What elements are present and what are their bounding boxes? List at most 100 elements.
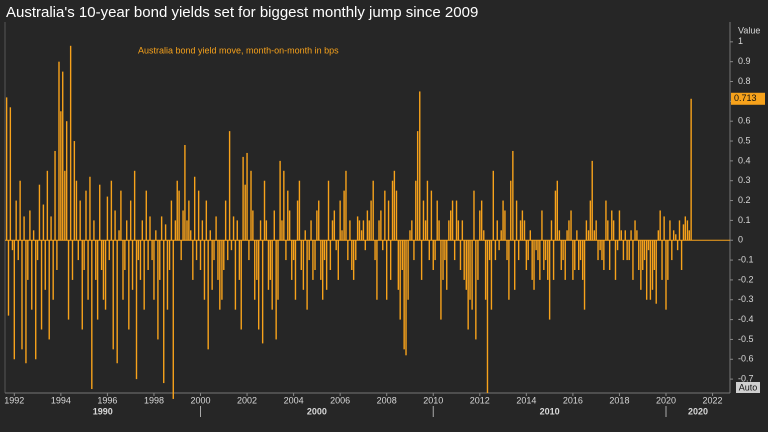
bar <box>192 240 194 280</box>
bar <box>29 210 31 241</box>
x-tick-label: 2010 <box>423 395 443 405</box>
bar <box>498 240 500 251</box>
bar <box>525 240 528 270</box>
bar <box>27 240 29 280</box>
bar <box>232 216 235 241</box>
bar <box>71 240 74 280</box>
bar <box>638 240 640 270</box>
bar <box>484 240 487 300</box>
bar <box>403 240 405 350</box>
bar <box>475 240 477 340</box>
bar <box>320 240 322 280</box>
bar <box>393 170 396 241</box>
bar <box>99 184 101 241</box>
bar <box>515 200 518 241</box>
bar <box>455 200 458 241</box>
bar <box>352 240 355 280</box>
bar <box>419 91 421 241</box>
bar <box>38 184 41 241</box>
bar <box>578 240 580 270</box>
bar <box>13 240 16 360</box>
bar <box>323 240 326 261</box>
x-tick-label: 2000 <box>190 395 210 405</box>
bar <box>401 240 403 270</box>
bar <box>347 240 349 261</box>
bar <box>9 107 12 241</box>
bar <box>5 97 8 241</box>
bar <box>168 240 171 270</box>
bar <box>252 210 254 241</box>
bar <box>257 240 260 330</box>
bar <box>67 240 70 320</box>
bar <box>424 220 427 241</box>
bar <box>164 224 167 241</box>
bar <box>362 220 365 241</box>
bar <box>368 220 370 241</box>
bar <box>422 200 425 241</box>
bar <box>537 240 539 261</box>
bar <box>40 240 43 330</box>
bar <box>564 240 566 280</box>
bar <box>213 240 215 261</box>
chart-title: Australia's 10-year bond yields set for … <box>6 4 478 21</box>
bar <box>688 230 690 241</box>
bar <box>543 240 545 270</box>
bar <box>277 240 279 300</box>
y-tick-label: 0.5 <box>738 135 751 145</box>
bar <box>506 240 508 261</box>
bar <box>197 190 200 241</box>
decade-label: 2010 <box>540 406 560 416</box>
bar <box>671 240 673 261</box>
bar <box>145 190 147 241</box>
bar <box>616 240 619 251</box>
auto-button-label[interactable]: Auto <box>739 382 758 392</box>
bar <box>560 240 562 270</box>
bar <box>544 240 547 261</box>
bar <box>529 230 532 241</box>
bar <box>457 220 460 241</box>
bar <box>176 180 178 241</box>
bar <box>46 170 49 241</box>
bar <box>44 240 46 290</box>
y-tick-label: 0.9 <box>738 56 751 66</box>
bar <box>273 210 275 241</box>
bar <box>645 240 648 300</box>
auto-button[interactable] <box>736 382 760 393</box>
bar <box>411 220 413 241</box>
bar <box>384 190 386 241</box>
y-tick-label: 0 <box>738 235 743 245</box>
y-tick-label: 0.6 <box>738 116 751 126</box>
bar <box>79 200 81 241</box>
bar <box>387 200 390 241</box>
bar <box>370 200 372 241</box>
bar <box>510 180 512 241</box>
y-tick-label: -0.5 <box>738 334 754 344</box>
bar <box>77 240 80 261</box>
x-tick-label: 2008 <box>377 395 397 405</box>
bar <box>587 230 590 241</box>
bar <box>85 190 87 241</box>
bar <box>163 240 165 384</box>
bar <box>409 230 411 241</box>
bar <box>508 240 510 300</box>
bar <box>199 240 202 270</box>
bar <box>601 240 603 261</box>
bar <box>391 180 394 241</box>
bar <box>630 230 632 241</box>
bar <box>636 230 638 241</box>
bar <box>416 131 419 241</box>
bar <box>25 240 27 364</box>
chart-subtitle: Australia bond yield move, month-on-mont… <box>138 45 339 55</box>
y-tick-label: -0.3 <box>738 294 754 304</box>
bar <box>496 220 498 241</box>
bar <box>327 180 330 241</box>
bar <box>114 210 116 241</box>
bar <box>205 200 208 241</box>
bar <box>622 240 625 261</box>
bar <box>680 240 683 270</box>
bar <box>675 234 677 241</box>
bar <box>250 170 252 241</box>
bar <box>521 210 524 241</box>
bar <box>453 240 456 261</box>
